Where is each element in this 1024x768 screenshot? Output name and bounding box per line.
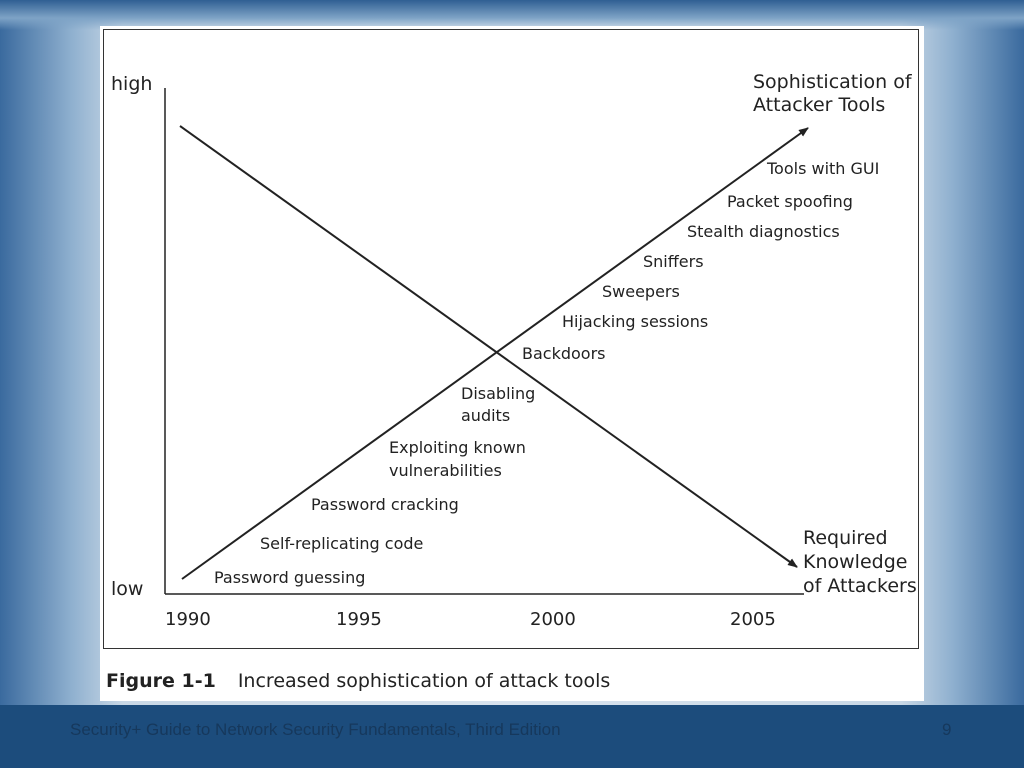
slide-background-top [0, 0, 1024, 30]
item-exploiting-vulnerabilities: Exploiting known vulnerabilities [389, 438, 531, 480]
trend-diagram: high low 1990 1995 2000 2005 Sophisticat… [111, 71, 918, 630]
knowledge-label: Required Knowledge of Attackers [803, 527, 917, 597]
item-packet-spoofing: Packet spoofing [727, 192, 853, 211]
footer-title: Security+ Guide to Network Security Fund… [70, 720, 561, 739]
y-axis-high-label: high [111, 73, 152, 95]
item-sniffers: Sniffers [643, 252, 704, 271]
figure-card: high low 1990 1995 2000 2005 Sophisticat… [100, 26, 924, 701]
sophistication-label: Sophistication of Attacker Tools [753, 71, 918, 116]
item-password-cracking: Password cracking [311, 495, 459, 514]
x-tick-2000: 2000 [530, 609, 576, 630]
item-password-guessing: Password guessing [214, 568, 365, 587]
y-axis-low-label: low [111, 578, 143, 600]
x-tick-1990: 1990 [165, 609, 211, 630]
item-tools-with-gui: Tools with GUI [766, 159, 879, 178]
x-tick-1995: 1995 [336, 609, 382, 630]
item-sweepers: Sweepers [602, 282, 680, 301]
item-disabling-audits: Disabling audits [461, 384, 540, 425]
slide-footer: Security+ Guide to Network Security Fund… [0, 705, 1024, 768]
item-hijacking-sessions: Hijacking sessions [562, 312, 708, 331]
slide-number: 9 [942, 720, 952, 739]
item-stealth-diagnostics: Stealth diagnostics [687, 222, 840, 241]
figure-frame [103, 29, 919, 649]
falling-knowledge-line [179, 125, 798, 568]
x-tick-2005: 2005 [730, 609, 776, 630]
item-self-replicating-code: Self-replicating code [260, 534, 423, 553]
figure-caption-text: Increased sophistication of attack tools [237, 670, 611, 692]
figure-caption: Figure 1-1 Increased sophistication of at… [106, 670, 610, 692]
figure-number: Figure 1-1 [106, 670, 216, 692]
item-backdoors: Backdoors [522, 344, 606, 363]
rising-sophistication-line [181, 127, 809, 580]
